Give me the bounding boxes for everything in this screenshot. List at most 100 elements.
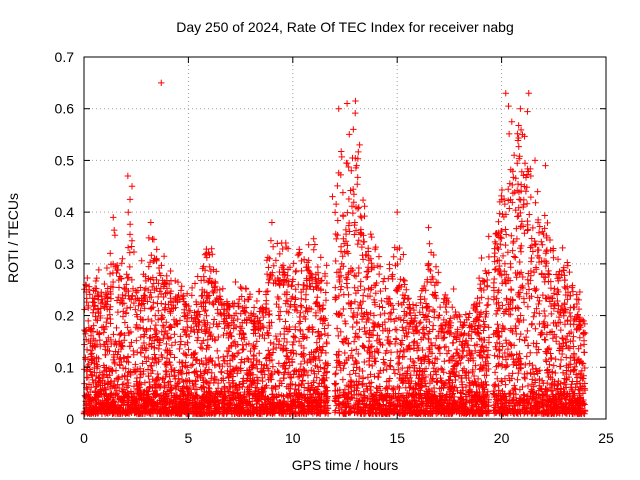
data-point — [350, 338, 358, 345]
data-point — [498, 377, 505, 385]
data-point — [143, 326, 150, 333]
data-point — [355, 148, 362, 156]
data-point — [162, 346, 170, 354]
data-point — [201, 307, 209, 315]
data-point — [494, 244, 501, 252]
data-point — [322, 289, 329, 296]
data-point — [381, 310, 388, 317]
data-point — [146, 384, 153, 391]
data-point — [298, 303, 305, 311]
data-point — [580, 341, 588, 348]
data-point — [570, 343, 577, 350]
data-point — [127, 304, 134, 311]
data-point — [525, 280, 532, 288]
data-point — [482, 358, 489, 365]
data-point — [107, 250, 114, 257]
data-points — [80, 79, 589, 418]
data-point — [137, 333, 144, 341]
data-point — [375, 253, 383, 260]
data-point — [514, 180, 522, 188]
data-point — [137, 284, 144, 291]
data-point — [538, 270, 545, 277]
data-point — [104, 314, 111, 322]
data-point — [162, 367, 169, 375]
data-point — [530, 313, 537, 320]
data-point — [442, 303, 449, 311]
data-point — [501, 200, 509, 208]
data-point — [314, 269, 322, 276]
data-point — [132, 306, 139, 313]
data-point — [379, 304, 386, 311]
data-point — [261, 371, 268, 378]
data-point — [253, 297, 261, 305]
data-point — [96, 336, 104, 344]
data-point — [501, 375, 509, 382]
data-point — [535, 254, 543, 262]
data-point — [365, 248, 372, 255]
data-point — [124, 244, 132, 251]
data-point — [144, 366, 152, 373]
data-point — [120, 300, 128, 307]
data-point — [507, 341, 514, 348]
data-point — [352, 164, 360, 172]
data-point — [548, 387, 555, 395]
data-point — [402, 384, 409, 391]
data-point — [481, 372, 488, 379]
data-point — [338, 153, 345, 161]
data-point — [210, 289, 217, 297]
data-point — [149, 283, 156, 291]
data-point — [289, 341, 296, 348]
data-point — [386, 261, 393, 268]
data-point — [120, 380, 128, 388]
data-point — [314, 294, 321, 301]
data-point — [337, 171, 344, 179]
data-point — [527, 165, 534, 173]
data-point — [124, 274, 131, 282]
data-point — [377, 287, 384, 295]
data-point — [358, 243, 366, 251]
data-point — [361, 344, 368, 351]
data-point — [559, 335, 567, 342]
data-point — [519, 383, 526, 391]
data-point — [310, 368, 318, 375]
data-point — [254, 376, 262, 384]
data-point — [535, 300, 542, 308]
data-point — [283, 391, 290, 399]
data-point — [496, 210, 503, 217]
data-point — [449, 303, 456, 311]
data-point — [524, 303, 532, 310]
data-point — [514, 159, 521, 167]
data-point — [262, 384, 269, 391]
data-point — [543, 246, 551, 254]
data-point — [319, 343, 327, 350]
data-point — [521, 374, 528, 381]
data-point — [524, 221, 531, 229]
data-point — [81, 306, 88, 313]
data-point — [115, 284, 123, 291]
data-point — [504, 361, 511, 369]
data-point — [478, 294, 485, 301]
data-point — [152, 354, 159, 362]
data-point — [292, 323, 299, 331]
data-point — [83, 385, 91, 393]
data-point — [505, 185, 512, 193]
data-point — [126, 263, 133, 271]
data-point — [400, 327, 407, 334]
data-point — [143, 358, 150, 365]
data-point — [152, 312, 159, 319]
data-point — [332, 370, 340, 377]
data-point — [240, 345, 247, 353]
data-point — [466, 310, 473, 317]
data-point — [400, 317, 407, 324]
data-point — [276, 316, 284, 323]
data-point — [245, 340, 253, 347]
data-point — [368, 362, 376, 370]
data-point — [171, 354, 178, 361]
data-point — [567, 354, 574, 362]
data-point — [198, 340, 206, 347]
data-point — [431, 342, 439, 349]
data-point — [523, 290, 530, 297]
data-point — [544, 219, 551, 227]
data-point — [118, 260, 125, 267]
